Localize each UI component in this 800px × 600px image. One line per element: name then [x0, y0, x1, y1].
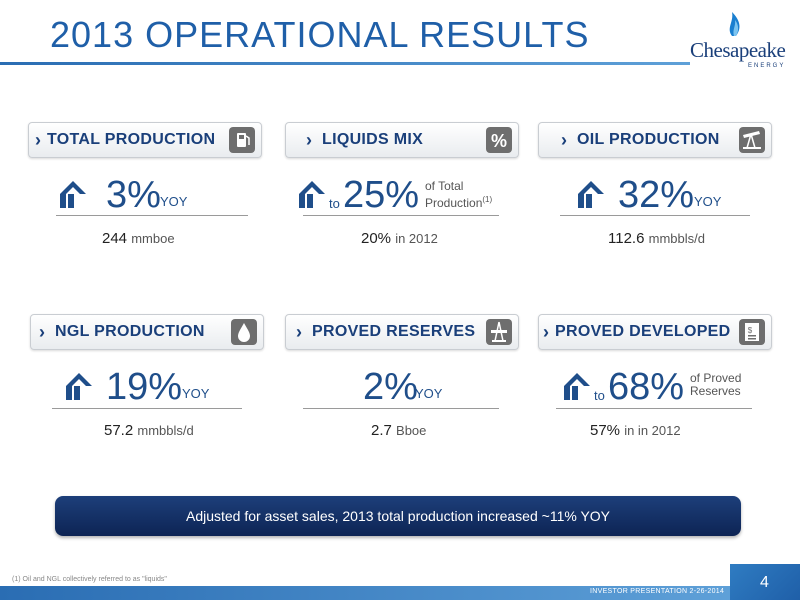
- footer-text: INVESTOR PRESENTATION 2-26-2014: [590, 588, 725, 595]
- chevron-right-icon: ›: [296, 322, 302, 342]
- divider: [52, 408, 242, 409]
- metric-side-label: of Proved Reserves: [690, 371, 742, 398]
- panel-header-label: OIL PRODUCTION: [577, 131, 720, 148]
- gas-pump-icon: [229, 127, 255, 153]
- divider: [56, 215, 248, 216]
- company-logo: Chesapeake ENERGY: [690, 10, 790, 72]
- metric-detail: 57% in in 2012: [590, 422, 681, 439]
- metric-suffix: YOY: [182, 386, 210, 401]
- metric-suffix: YOY: [694, 194, 722, 209]
- up-arrow-icon: [564, 373, 590, 400]
- panel-header: › PROVED RESERVES: [285, 314, 519, 350]
- metric-suffix: YOY: [160, 194, 188, 209]
- panel-header: › PROVED DEVELOPED $: [538, 314, 772, 350]
- title-rule: [0, 62, 690, 65]
- percent-icon: %: [486, 127, 512, 153]
- divider: [560, 215, 750, 216]
- money-document-icon: $: [739, 319, 765, 345]
- metric-detail: 20% in 2012: [361, 230, 438, 247]
- to-label: to: [329, 196, 340, 211]
- panel-header-label: TOTAL PRODUCTION: [47, 131, 216, 148]
- metric-detail: 244 mmboe: [102, 230, 175, 247]
- droplet-icon: [231, 319, 257, 345]
- divider: [556, 408, 752, 409]
- panel-header-label: PROVED RESERVES: [312, 323, 476, 340]
- metric-value: 32%: [618, 174, 695, 216]
- chevron-right-icon: ›: [35, 130, 41, 150]
- panel-header-label: LIQUIDS MIX: [322, 131, 424, 148]
- metric-detail: 2.7 Bboe: [371, 422, 427, 439]
- panel-header: › OIL PRODUCTION: [538, 122, 772, 158]
- logo-wordmark: Chesapeake: [690, 38, 786, 62]
- up-arrow-icon: [60, 181, 86, 208]
- panel-header: › LIQUIDS MIX %: [285, 122, 519, 158]
- logo-subtitle: ENERGY: [748, 63, 786, 69]
- divider: [303, 215, 499, 216]
- chevron-right-icon: ›: [306, 130, 312, 150]
- svg-text:%: %: [491, 131, 507, 151]
- pumpjack-icon: [739, 127, 765, 153]
- to-label: to: [594, 388, 605, 403]
- panel-header: › TOTAL PRODUCTION: [28, 122, 262, 158]
- metric-detail: 57.2 mmbbls/d: [104, 422, 194, 439]
- metric-value: 3%: [106, 174, 161, 216]
- panel-header: › NGL PRODUCTION: [30, 314, 264, 350]
- panel-header-label: NGL PRODUCTION: [55, 323, 205, 340]
- chevron-right-icon: ›: [561, 130, 567, 150]
- oil-rig-icon: [486, 319, 512, 345]
- up-arrow-icon: [578, 181, 604, 208]
- metric-suffix: YOY: [415, 386, 443, 401]
- panel-header-label: PROVED DEVELOPED: [555, 323, 731, 340]
- page-number: 4: [760, 574, 769, 591]
- metric-value: 2%: [363, 366, 418, 408]
- metric-detail: 112.6 mmbbls/d: [608, 230, 705, 247]
- page-title: 2013 OPERATIONAL RESULTS: [50, 14, 590, 55]
- up-arrow-icon: [66, 373, 92, 400]
- divider: [303, 408, 499, 409]
- footnote: (1) Oil and NGL collectively referred to…: [12, 576, 167, 583]
- summary-banner: Adjusted for asset sales, 2013 total pro…: [55, 496, 741, 536]
- page-number-box: [730, 564, 800, 600]
- metric-value: 25%: [343, 174, 420, 216]
- footer-bar: [0, 586, 730, 600]
- metric-side-label: of Total Production(1): [425, 179, 493, 210]
- svg-text:$: $: [748, 326, 753, 335]
- metric-value: 68%: [608, 366, 685, 408]
- metric-value: 19%: [106, 366, 183, 408]
- chevron-right-icon: ›: [39, 322, 45, 342]
- flame-icon: [729, 12, 740, 36]
- chevron-right-icon: ›: [543, 322, 549, 342]
- up-arrow-icon: [299, 181, 325, 208]
